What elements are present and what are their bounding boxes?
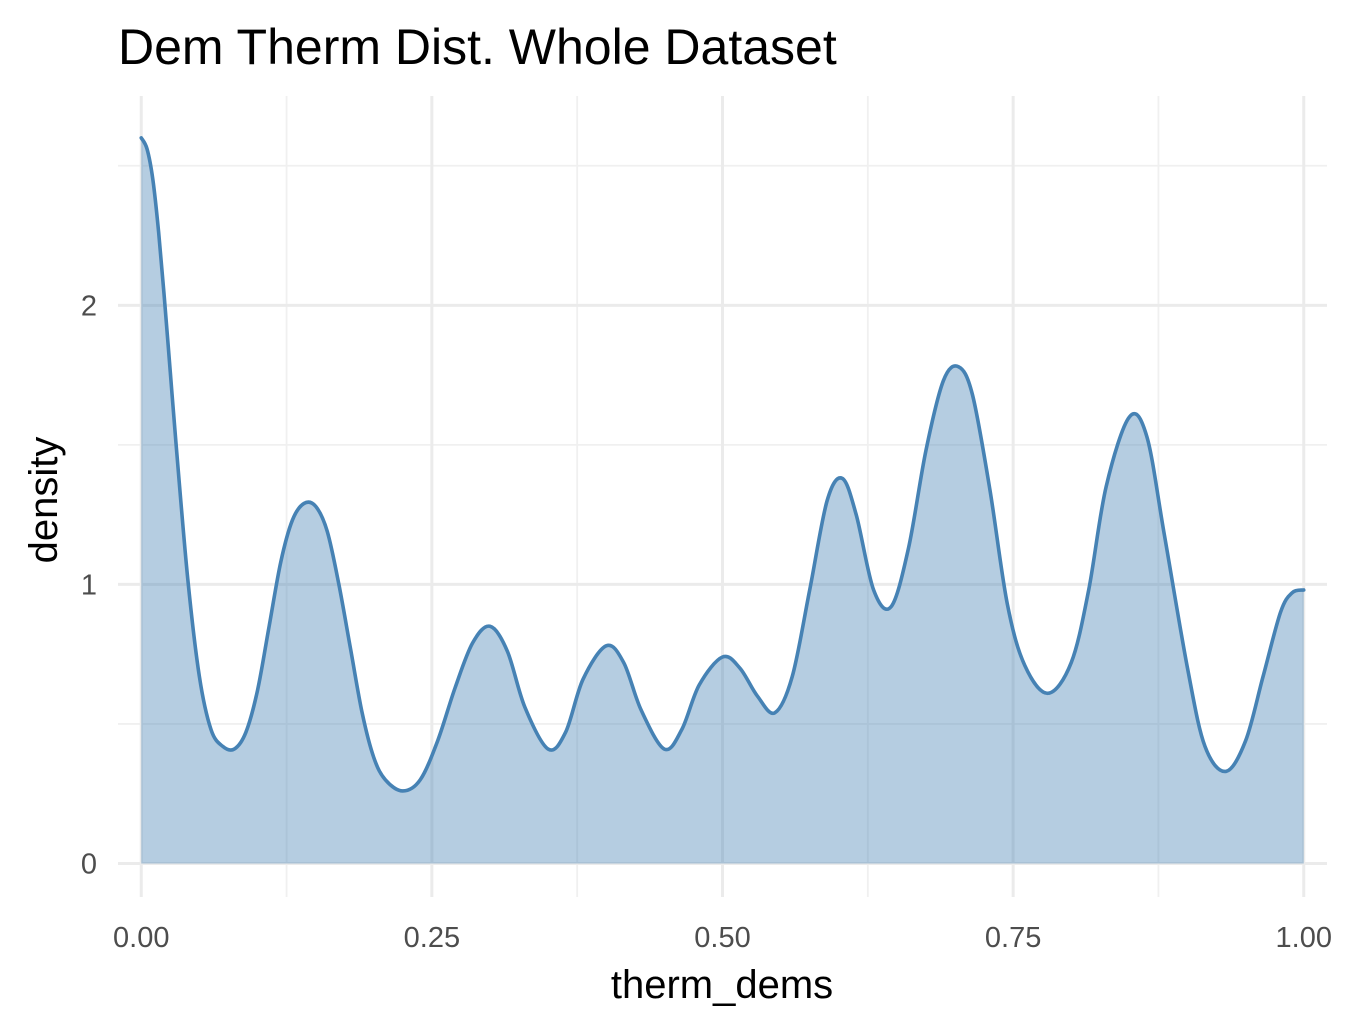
y-tick-label: 1	[81, 569, 97, 601]
x-axis-title: therm_dems	[611, 963, 833, 1007]
x-tick-label: 1.00	[1276, 922, 1332, 954]
y-axis-tick-labels: 0 1 2	[81, 290, 97, 880]
y-tick-label: 0	[81, 849, 97, 881]
chart-title: Dem Therm Dist. Whole Dataset	[118, 19, 837, 75]
density-line	[139, 136, 1306, 793]
x-tick-label: 0.50	[694, 922, 750, 954]
x-axis-tick-labels: 0.00 0.25 0.50 0.75 1.00	[113, 922, 1332, 954]
x-tick-label: 0.00	[113, 922, 169, 954]
y-tick-label: 2	[81, 290, 97, 322]
x-tick-label: 0.75	[985, 922, 1041, 954]
density-area	[141, 137, 1304, 864]
major-gridlines	[118, 96, 1327, 897]
y-axis-title: density	[22, 437, 66, 564]
x-tick-label: 0.25	[404, 922, 460, 954]
